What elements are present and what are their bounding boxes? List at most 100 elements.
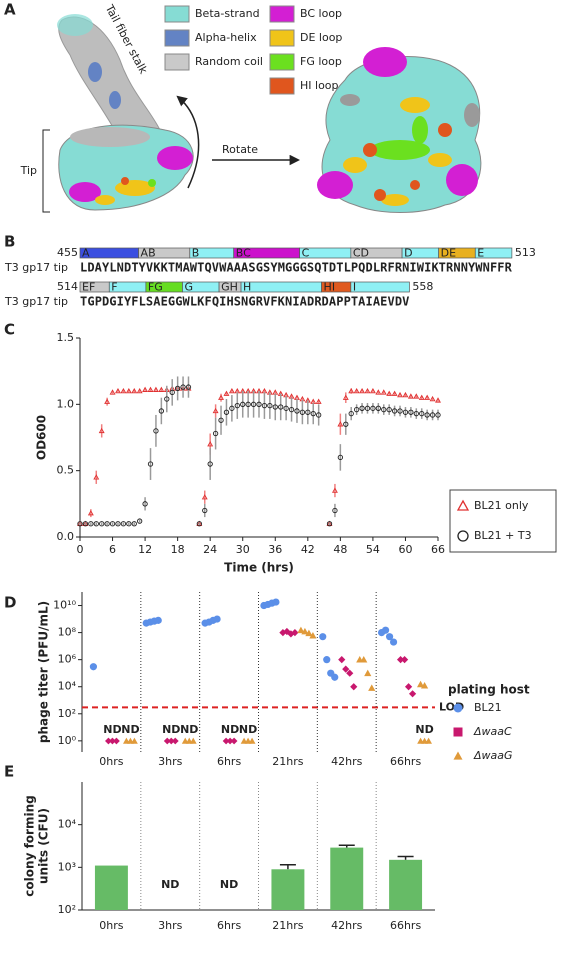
legend-label: Alpha-helix [195, 31, 257, 44]
residues: GIYFL [109, 295, 146, 309]
data-point [385, 633, 394, 641]
data-point [115, 387, 121, 394]
x-tick-label: 12 [138, 543, 152, 556]
data-point [125, 387, 132, 394]
panel-label: E [4, 763, 14, 781]
data-point [109, 521, 116, 527]
residues: YVKKTMA [139, 261, 191, 275]
data-point [386, 407, 392, 413]
residues: PQDLRFR [351, 261, 403, 275]
data-point [223, 409, 230, 415]
x-tick-label: 66 [431, 543, 445, 556]
data-point [435, 397, 441, 403]
data-point [147, 461, 154, 467]
segment-label: C [302, 247, 310, 260]
data-point [429, 395, 436, 402]
data-point [279, 628, 287, 637]
legend-marker [453, 751, 463, 760]
error-bar [338, 844, 355, 848]
data-point [381, 626, 390, 634]
residues: SAEGG [146, 295, 183, 309]
data-point [342, 665, 350, 673]
data-point [346, 669, 354, 677]
seq-start: 455 [57, 246, 78, 259]
segment-label: DE [441, 247, 456, 260]
data-point [343, 421, 349, 427]
data-point [309, 631, 317, 639]
x-tick-label: 48 [333, 543, 347, 556]
data-point [136, 387, 143, 394]
data-point [316, 412, 322, 418]
data-point [158, 386, 165, 392]
legend-label: BL21 [474, 701, 502, 714]
nd-label: ND [121, 723, 139, 736]
nd-marker [230, 737, 238, 745]
x-tick-label: 0hrs [99, 919, 123, 932]
segment-label: FG [148, 281, 163, 294]
residues: TGPD [80, 295, 109, 309]
nd-marker [189, 737, 197, 744]
nd-label: ND [180, 723, 198, 736]
x-tick-label: 36 [268, 543, 282, 556]
x-tick-label: 21hrs [272, 919, 303, 932]
nd-marker [171, 737, 179, 745]
data-point [337, 421, 344, 427]
segment-label: G [184, 281, 193, 294]
legend-marker [453, 727, 463, 737]
legend-label: BL21 + T3 [474, 529, 532, 542]
data-point [364, 669, 372, 677]
data-point [305, 409, 311, 415]
data-point [212, 430, 219, 437]
data-point [93, 521, 99, 527]
legend-label: HI loop [300, 79, 339, 92]
data-point [207, 441, 214, 447]
data-point [98, 427, 105, 434]
nd-label: ND [221, 723, 239, 736]
x-tick-label: 24 [203, 543, 217, 556]
legend-marker [453, 703, 463, 713]
data-point [323, 656, 331, 664]
y-tick-label: 0.0 [57, 530, 75, 543]
y-tick-label: 0.5 [57, 464, 75, 477]
data-point [396, 656, 405, 664]
nd-marker [109, 737, 116, 745]
legend-marker [457, 530, 469, 542]
y-tick-label: 1.5 [57, 331, 75, 344]
data-point [364, 387, 371, 394]
nd-marker [425, 737, 432, 744]
data-point [338, 656, 346, 664]
legend-swatch [164, 5, 190, 23]
residues: LDAYLNDT [80, 261, 139, 275]
data-point [424, 412, 430, 418]
data-point [223, 390, 230, 396]
data-point [419, 410, 425, 417]
data-point [180, 384, 186, 390]
y-tick-label: 10³ [58, 860, 76, 873]
data-point [424, 394, 431, 400]
residues: NGRVFKNIADR [241, 295, 322, 309]
data-point [420, 682, 429, 689]
nd-label: ND [239, 723, 257, 736]
nd-marker [163, 737, 171, 745]
y-axis-title: colony forming [23, 795, 37, 896]
bar [94, 865, 128, 910]
data-point [359, 405, 365, 411]
segment-label: F [111, 281, 117, 294]
data-point [294, 408, 300, 414]
data-point [87, 509, 94, 516]
data-point [212, 407, 219, 414]
data-point [137, 518, 143, 524]
segment-label: D [404, 247, 412, 260]
legend-swatch [269, 29, 295, 47]
legend-label: FG loop [300, 55, 342, 68]
y-axis-title: OD600 [35, 415, 49, 460]
data-point [120, 387, 127, 394]
legend-swatch [269, 53, 295, 71]
data-point [348, 410, 354, 417]
segment-label: A [82, 247, 90, 260]
segment-bar [240, 281, 322, 293]
data-point [152, 386, 159, 392]
data-point [240, 401, 246, 407]
residues: AASGSYMGG [234, 261, 300, 275]
